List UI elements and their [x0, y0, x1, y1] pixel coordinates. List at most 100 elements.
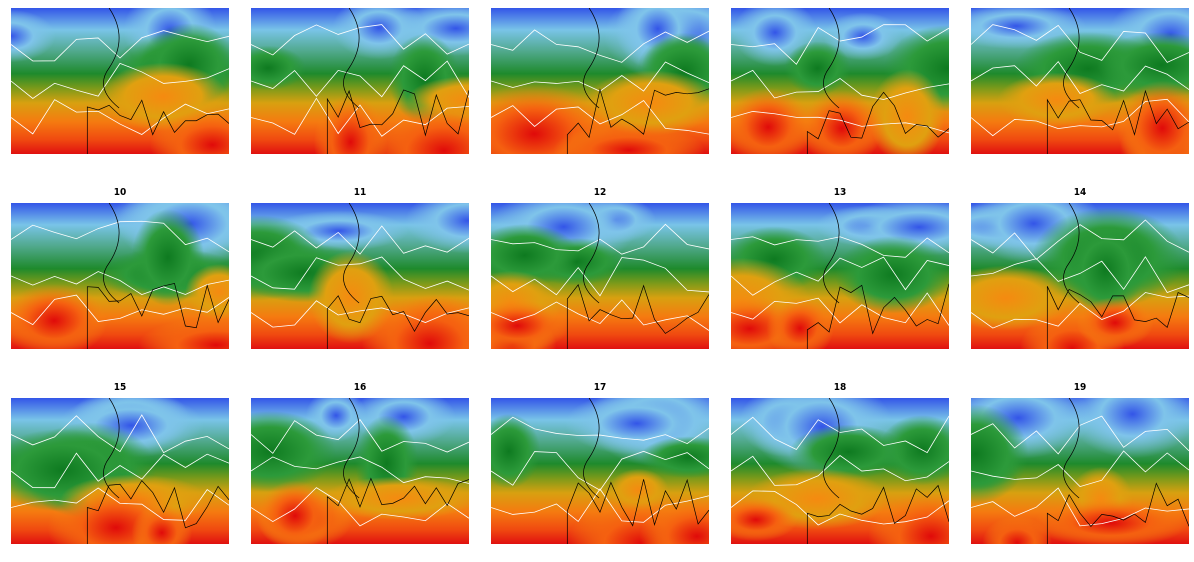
coastline [806, 283, 949, 349]
map-blob [971, 404, 1029, 504]
map-blob [257, 480, 333, 544]
isoline [491, 416, 709, 445]
weather-map [971, 398, 1189, 544]
isoline [251, 225, 469, 255]
isoline [251, 60, 469, 98]
panel-label: 19 [1074, 382, 1087, 393]
coastline [343, 8, 360, 109]
weather-map [251, 203, 469, 349]
coastline [1063, 398, 1080, 499]
map-blob [731, 87, 812, 154]
coastline [1046, 89, 1189, 154]
coastline [566, 478, 709, 544]
map-blob [584, 70, 709, 136]
map-blob [361, 294, 469, 349]
weather-map [11, 398, 229, 544]
coastline [1046, 286, 1189, 349]
panel-label: 13 [834, 187, 847, 198]
isoline [11, 271, 229, 296]
weather-map [971, 8, 1189, 154]
map-blob [131, 209, 205, 306]
isoline [491, 488, 709, 523]
isoline [251, 300, 469, 328]
isoline [491, 450, 709, 491]
isoline [971, 487, 1189, 527]
isoline [731, 292, 949, 326]
coastline [806, 91, 949, 154]
map-blob [552, 124, 705, 154]
isoline [491, 223, 709, 255]
coastline [103, 203, 120, 304]
isoline [971, 415, 1189, 455]
map-blob [869, 69, 945, 154]
coastline [823, 8, 840, 109]
map-blob [313, 94, 388, 154]
weather-map [731, 8, 949, 154]
isoline [731, 24, 949, 65]
coastline [103, 8, 120, 109]
map-blob [1116, 80, 1189, 154]
map-blob [639, 497, 709, 544]
panel-label: 18 [834, 382, 847, 393]
weather-map [251, 8, 469, 154]
isoline [731, 415, 949, 454]
isoline [11, 62, 229, 99]
coastline [566, 283, 709, 349]
map-blob [11, 283, 108, 349]
isoline [971, 292, 1189, 329]
panel-label: 10 [114, 187, 127, 198]
isoline [971, 98, 1189, 137]
isoline [731, 236, 949, 258]
isoline [971, 24, 1189, 63]
weather-map [11, 203, 229, 349]
weather-map [251, 398, 469, 544]
coastline [343, 203, 360, 304]
map-blob [971, 265, 1071, 331]
weather-map [491, 203, 709, 349]
isoline [251, 97, 469, 137]
isoline [11, 30, 229, 62]
isoline [731, 69, 949, 100]
isoline [251, 256, 469, 291]
isoline [251, 487, 469, 527]
map-blob [868, 491, 949, 544]
coastline [823, 398, 840, 499]
isoline [731, 455, 949, 486]
map-blob [322, 476, 469, 521]
panel-label: 11 [354, 187, 367, 198]
isoline [251, 24, 469, 56]
map-blob [491, 413, 541, 489]
panel-label: 14 [1074, 187, 1087, 198]
coastline [583, 203, 600, 304]
panel-label: 12 [594, 187, 607, 198]
map-blob [150, 107, 229, 154]
map-blob [251, 45, 306, 91]
map-blob [766, 297, 834, 349]
coastline [86, 480, 229, 544]
isoline [491, 257, 709, 297]
panel-label: 15 [114, 382, 127, 393]
map-blob [789, 424, 908, 480]
isoline [731, 111, 949, 134]
isoline [971, 450, 1189, 488]
map-blob [185, 263, 229, 320]
coastline [806, 484, 949, 544]
coastline [1046, 482, 1189, 544]
coastline [566, 88, 709, 154]
coastline [583, 8, 600, 109]
isoline [11, 294, 229, 326]
map-blob [1067, 223, 1144, 317]
weather-map [11, 8, 229, 154]
isoline [971, 60, 1189, 94]
coastline [1063, 203, 1080, 304]
coastline [583, 398, 600, 499]
weather-map [731, 203, 949, 349]
map-blob [784, 41, 851, 96]
weather-map [491, 8, 709, 154]
isoline [491, 61, 709, 92]
isoline [971, 219, 1189, 260]
isoline [491, 299, 709, 331]
map-blob [1033, 498, 1189, 544]
